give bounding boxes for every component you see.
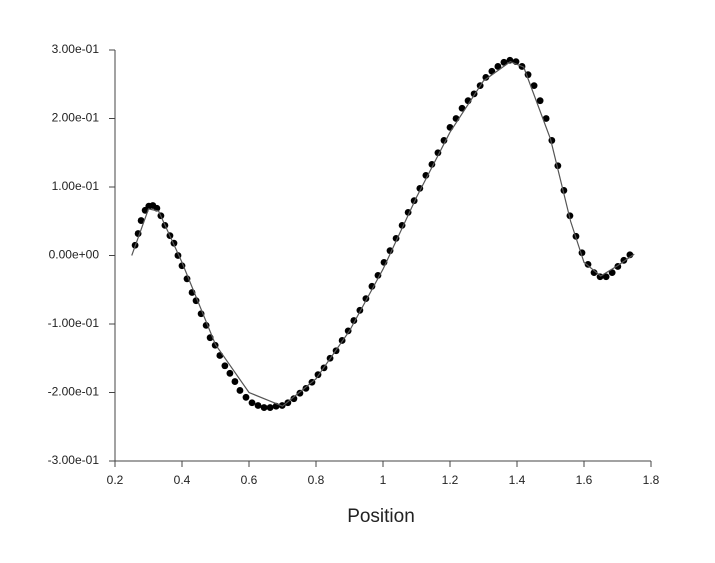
data-point [500,58,508,66]
data-point [530,82,538,90]
data-point [428,160,436,168]
data-point [458,104,466,112]
x-tick-label: 1.6 [576,473,593,487]
x-tick-label: 1.2 [442,473,459,487]
data-point [494,63,502,70]
data-point [536,97,544,105]
x-tick-label: 1.4 [509,473,526,487]
y-tick-label: 0.00e+00 [49,248,100,262]
data-point [216,352,224,359]
y-tick-label: 2.00e-01 [52,111,100,125]
fit-line [131,60,635,407]
data-point [542,115,550,122]
data-point [242,393,250,401]
data-point [296,389,304,397]
x-axis-title: Position [347,506,415,527]
data-point [266,404,274,411]
x-tick-label: 0.4 [174,473,191,487]
x-tick-label: 0.8 [308,473,325,487]
data-point [290,395,298,403]
data-point [374,271,382,279]
x-tick-label: 0.6 [241,473,258,487]
y-tick-label: -2.00e-01 [48,385,100,399]
data-point [386,247,394,255]
data-point [602,273,610,281]
data-point [368,282,376,290]
data-point [608,269,616,277]
data-point [260,404,268,411]
data-point [231,378,239,385]
data-point [183,275,191,283]
y-tick-label: -1.00e-01 [48,316,100,330]
data-point [440,137,448,144]
data-point [302,384,310,392]
data-point [254,402,262,409]
y-tick-label: 1.00e-01 [52,179,100,193]
data-point [584,261,592,268]
x-tick-label: 0.2 [107,473,124,487]
data-point [590,269,598,277]
data-point [446,124,454,131]
y-tick-label: 3.00e-01 [52,42,100,56]
data-point [248,399,256,407]
data-point [236,387,244,394]
x-tick-label: 1.8 [643,473,660,487]
x-tick-label: 1 [380,473,387,487]
data-point [482,74,490,81]
data-point [226,369,234,377]
data-point [137,217,145,224]
y-tick-label: -3.00e-01 [48,453,100,467]
data-point [221,362,229,370]
